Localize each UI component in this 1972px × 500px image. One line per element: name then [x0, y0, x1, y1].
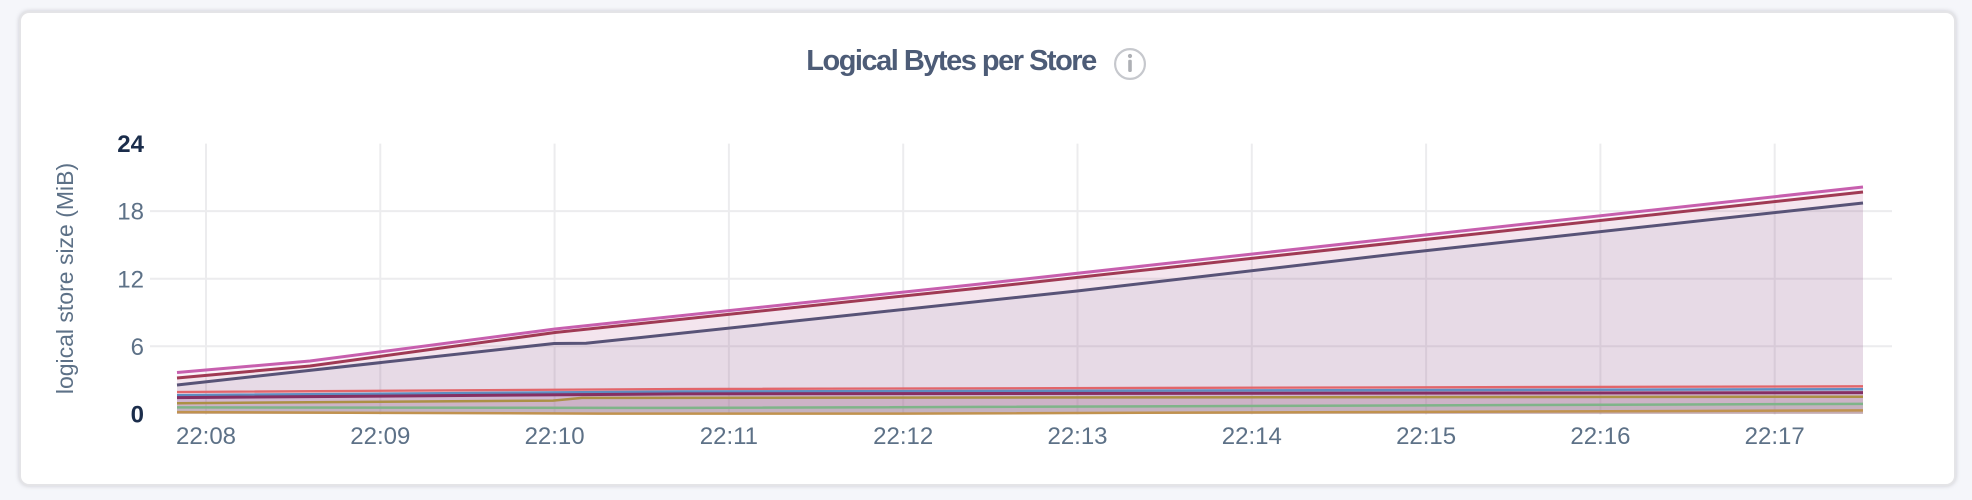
svg-text:22:10: 22:10 — [525, 423, 585, 450]
svg-text:24: 24 — [117, 131, 144, 158]
svg-text:22:17: 22:17 — [1745, 423, 1805, 450]
svg-text:22:11: 22:11 — [700, 423, 758, 450]
svg-text:22:12: 22:12 — [873, 423, 933, 450]
svg-text:22:14: 22:14 — [1222, 423, 1282, 450]
svg-text:0: 0 — [131, 401, 144, 428]
svg-text:22:15: 22:15 — [1396, 423, 1456, 450]
svg-text:12: 12 — [117, 266, 144, 293]
svg-text:logical store size (MiB): logical store size (MiB) — [52, 163, 78, 394]
svg-text:18: 18 — [117, 199, 144, 226]
svg-text:22:09: 22:09 — [350, 423, 410, 450]
svg-text:6: 6 — [131, 334, 144, 361]
svg-text:22:13: 22:13 — [1047, 423, 1107, 450]
svg-text:22:16: 22:16 — [1570, 423, 1630, 450]
svg-text:22:08: 22:08 — [176, 423, 236, 450]
